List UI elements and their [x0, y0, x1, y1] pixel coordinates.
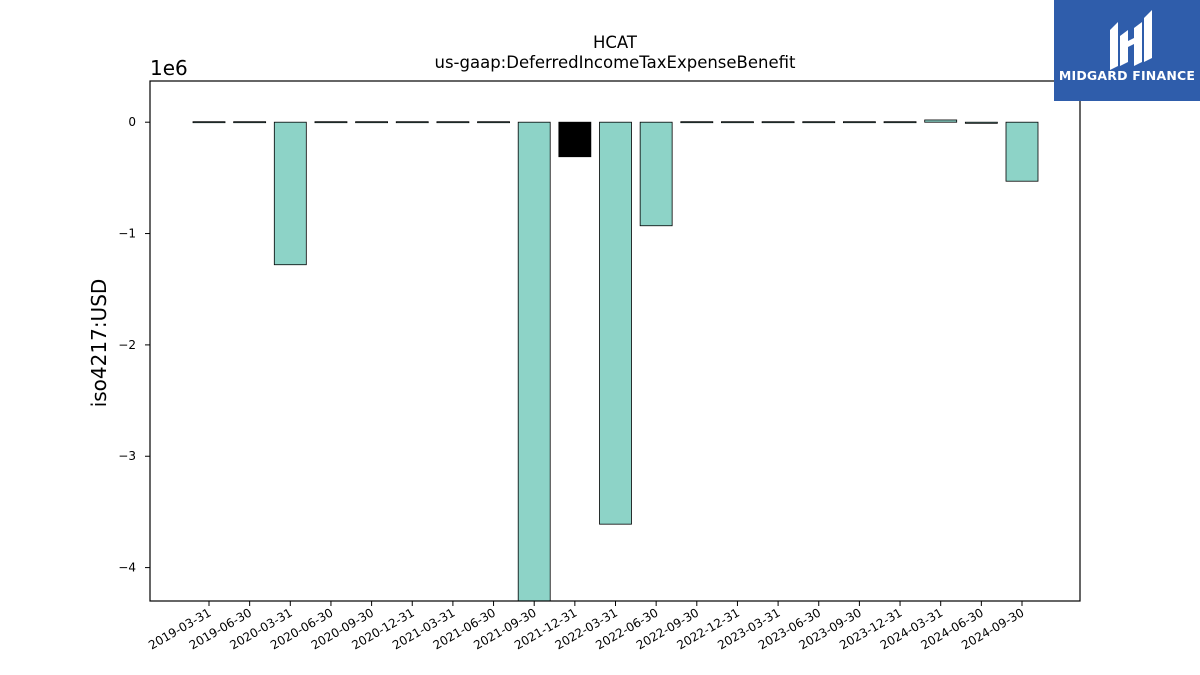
bar-2023-09-30	[843, 121, 876, 124]
midgard-monogram-icon	[1110, 10, 1152, 70]
chart-subtitle: us-gaap:DeferredIncomeTaxExpenseBenefit	[435, 53, 797, 72]
y-axis-ticks: 0 −1 −2 −3 −4	[118, 115, 150, 575]
y-axis-label: iso4217:USD	[87, 279, 111, 408]
bar-2024-09-30	[1005, 121, 1039, 182]
midgard-finance-logo: MIDGARD FINANCE	[1054, 0, 1200, 101]
bar-2023-12-31	[883, 121, 917, 124]
x-axis-ticks: 2019-03-312019-06-302020-03-312020-06-30…	[146, 601, 1027, 652]
bar-2019-06-30	[233, 121, 267, 124]
y-tick-label: 0	[128, 115, 136, 129]
chart-title: HCAT	[593, 33, 638, 52]
y-tick-label: −2	[118, 338, 136, 352]
logo-text: MIDGARD FINANCE	[1058, 68, 1196, 83]
y-tick-label: −4	[118, 561, 136, 575]
y-axis-offset-label: 1e6	[150, 56, 188, 80]
y-tick-label: −1	[118, 227, 136, 241]
bar-series	[192, 119, 1039, 602]
bar-2023-06-30	[802, 121, 836, 124]
bar-2019-03-31	[192, 121, 226, 124]
bar-2021-06-30	[477, 121, 510, 124]
bar-2022-06-30	[639, 121, 673, 227]
bar-2024-06-30	[964, 121, 998, 124]
bar-2020-06-30	[314, 121, 348, 124]
bar-2021-09-30	[517, 121, 551, 602]
bar-2024-03-31	[924, 119, 958, 123]
bar-2020-03-31	[273, 121, 307, 266]
bar-2023-03-31	[761, 121, 795, 124]
bar-2020-09-30	[355, 121, 389, 124]
y-tick-label: −3	[118, 449, 136, 463]
bar-2020-12-31	[395, 121, 429, 124]
bar-2022-03-31	[599, 121, 632, 525]
bar-2021-12-31	[558, 121, 592, 158]
bar-2022-12-31	[721, 121, 754, 124]
bar-2022-09-30	[680, 121, 714, 124]
plot-area-frame	[149, 80, 1081, 602]
bar-2021-03-31	[436, 121, 470, 124]
